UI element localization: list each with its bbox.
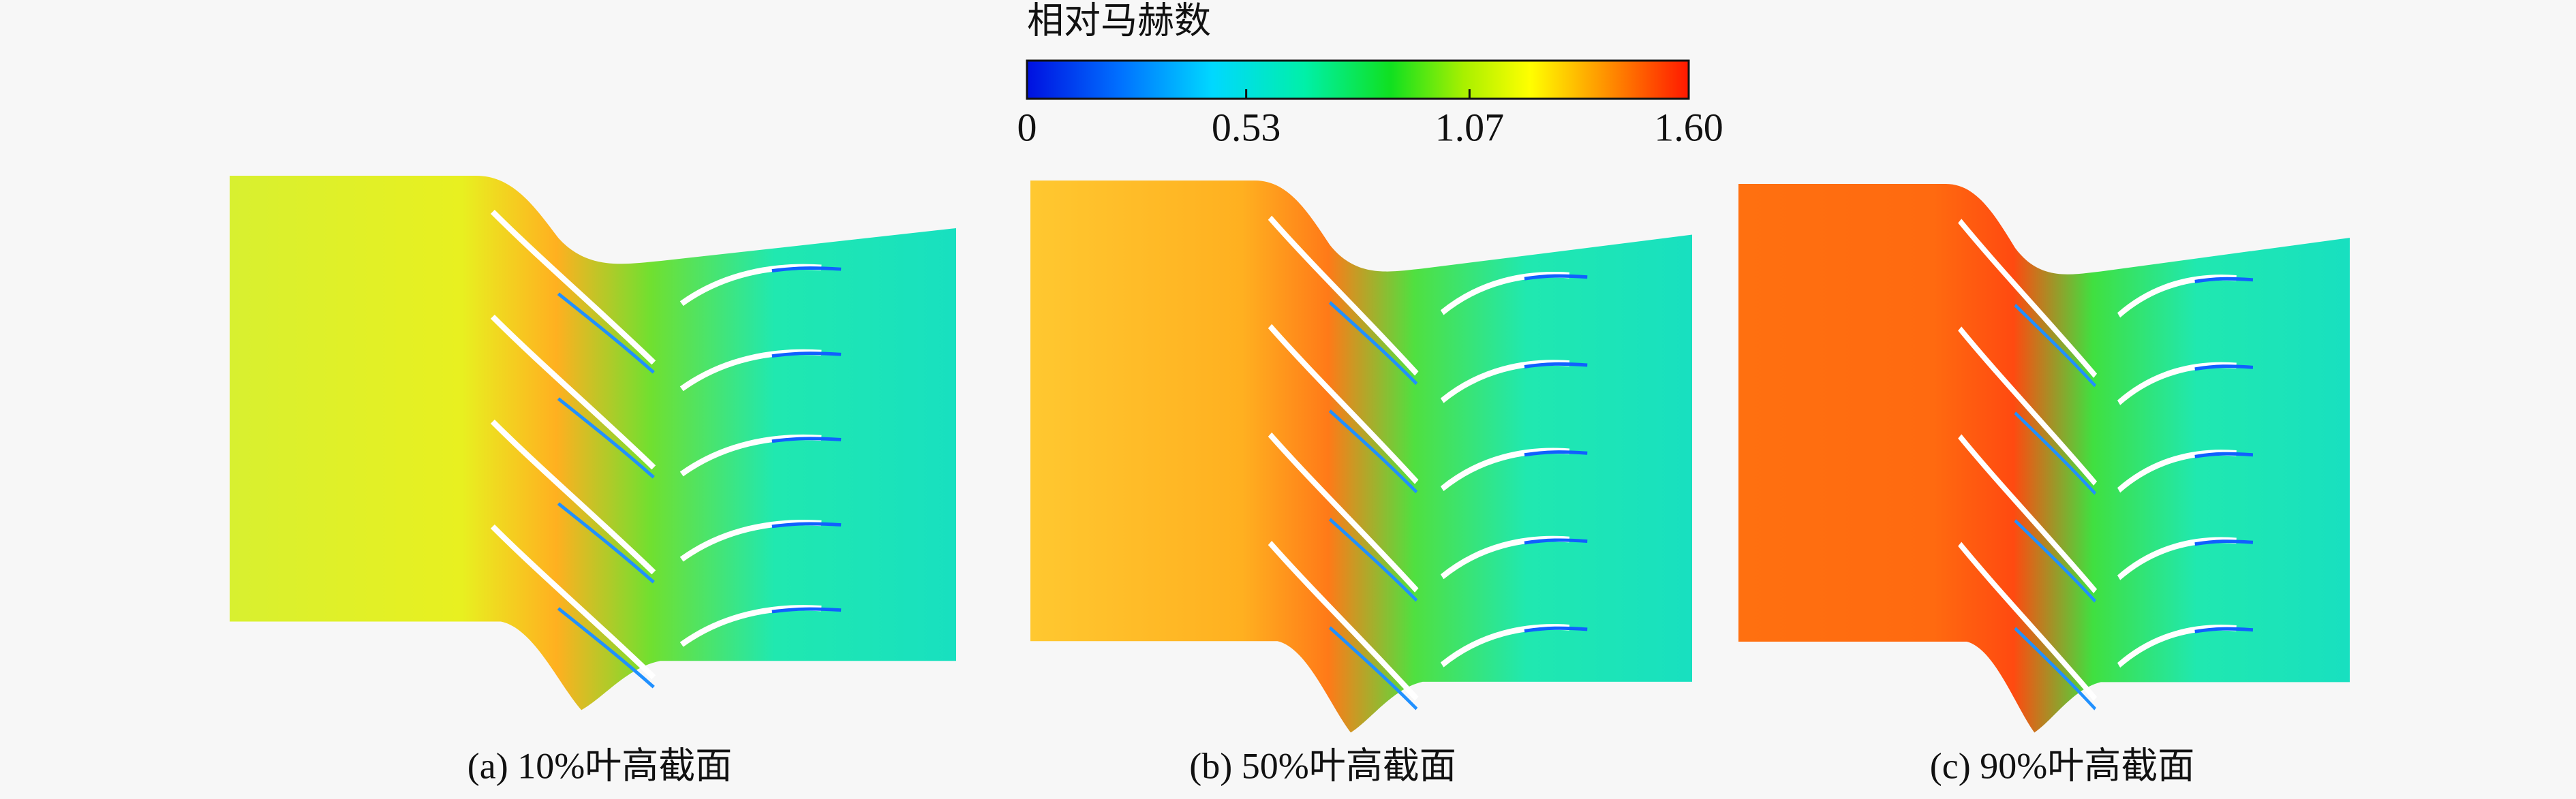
rotor-wake [2014, 519, 2096, 603]
colorbar-tick-label: 0 [1017, 105, 1037, 149]
rotor-blade [1958, 219, 2098, 378]
flow-domain [230, 176, 956, 710]
rotor-blade [490, 524, 656, 680]
rotor-wake [2014, 303, 2096, 388]
rotor-blade [1268, 215, 1419, 376]
colorbar-tick-label: 0.53 [1212, 105, 1281, 149]
stator-wake [1524, 450, 1588, 457]
stator-wake [2194, 364, 2254, 371]
rotor-wake [2014, 411, 2096, 495]
rotor-blade [1268, 540, 1419, 701]
rotor-blade [1268, 324, 1419, 484]
panel-caption: (c) 90%叶高截面 [1930, 745, 2194, 786]
colorbar-title: 相对马赫数 [1027, 0, 1211, 41]
rotor-blade [490, 419, 656, 575]
panel-caption: (b) 50%叶高截面 [1189, 745, 1456, 786]
stator-wake [771, 351, 842, 358]
stator-wake [1524, 274, 1588, 281]
colorbar [1026, 59, 1690, 100]
rotor-blade [490, 209, 656, 365]
rotor-wake [1328, 518, 1418, 602]
rotor-wake [1328, 409, 1418, 494]
flow-domain [1738, 184, 2350, 733]
stator-wake [1524, 626, 1588, 633]
stator-wake [771, 437, 842, 443]
contour-panel [1030, 181, 1692, 733]
stator-wake [771, 522, 842, 529]
rotor-wake [2014, 627, 2096, 710]
rotor-wake [1328, 301, 1418, 386]
contour-panel [1738, 184, 2350, 733]
rotor-blade [1958, 542, 2098, 702]
stator-wake [1524, 538, 1588, 545]
colorbar-tick-label: 1.60 [1654, 105, 1723, 149]
stator-wake [771, 607, 842, 614]
stator-wake [2194, 539, 2254, 546]
rotor-wake [557, 397, 655, 479]
stator-wake [2194, 277, 2254, 283]
rotor-blade [1958, 326, 2098, 486]
rotor-wake [557, 292, 655, 374]
stator-wake [2194, 452, 2254, 458]
rotor-wake [557, 502, 655, 584]
rotor-wake [1328, 626, 1418, 710]
contour-panel [230, 176, 956, 710]
stator-wake [771, 266, 842, 272]
rotor-blade [490, 314, 656, 470]
rotor-wake [557, 607, 655, 689]
panel-caption: (a) 10%叶高截面 [467, 745, 732, 786]
flow-domain [1030, 181, 1692, 733]
rotor-blade [1958, 434, 2098, 594]
colorbar-tick-label: 1.07 [1435, 105, 1505, 149]
rotor-blade [1268, 432, 1419, 593]
stator-wake [1524, 362, 1588, 369]
stator-wake [2194, 627, 2254, 633]
